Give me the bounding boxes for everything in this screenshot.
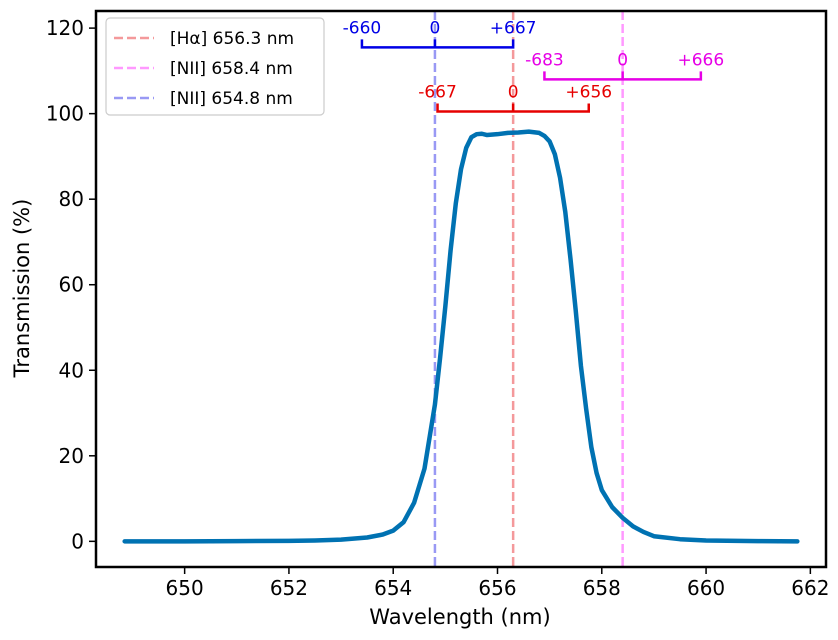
y-tick-label-100: 100	[46, 102, 84, 126]
bracket-label-0-0: -660	[343, 18, 382, 38]
x-tick-label-652: 652	[270, 576, 308, 600]
y-axis-title: Transmission (%)	[10, 199, 34, 379]
x-axis-title: Wavelength (nm)	[369, 605, 550, 629]
x-tick-label-658: 658	[583, 576, 621, 600]
bracket-label-2-0: -667	[418, 83, 457, 103]
legend-label-0: [Hα] 656.3 nm	[170, 29, 294, 49]
series-line-0	[122, 129, 800, 544]
y-tick-label-80: 80	[59, 187, 84, 211]
y-tick-label-40: 40	[59, 358, 84, 382]
bracket-label-2-1: 0	[508, 83, 519, 103]
bracket-label-1-1: 0	[617, 50, 628, 70]
x-tick-label-662: 662	[791, 576, 829, 600]
bracket-label-0-2: +667	[490, 18, 537, 38]
x-tick-label-654: 654	[374, 576, 412, 600]
bracket-label-0-1: 0	[430, 18, 441, 38]
axes: 650 652 654 656 658 660 662 0 20 40 60 80 100 120	[46, 9, 829, 600]
legend-box	[105, 17, 325, 116]
bracket-line-0	[360, 39, 515, 49]
y-tick-label-120: 120	[46, 16, 84, 40]
bracket-label-1-2: +666	[678, 50, 725, 70]
y-tick-label-60: 60	[59, 273, 84, 297]
x-tick-label-660: 660	[687, 576, 725, 600]
bracket-line-1	[543, 71, 703, 81]
plot-frame	[94, 9, 828, 569]
y-tick-label-0: 0	[71, 529, 84, 553]
bracket-1: -683 0 +666	[525, 50, 725, 81]
x-tick-label-656: 656	[478, 576, 516, 600]
legend-label-2: [NII] 654.8 nm	[170, 89, 293, 109]
bracket-0: -660 0 +667	[343, 18, 537, 49]
bracket-label-1-0: -683	[525, 50, 564, 70]
y-tick-label-20: 20	[59, 444, 84, 468]
legend: [Hα] 656.3 nm [NII] 658.4 nm [NII] 654.8 n…	[105, 17, 325, 116]
series-layer	[122, 129, 800, 544]
bracket-2: -667 0 +656	[418, 83, 612, 113]
bracket-label-2-2: +656	[565, 83, 612, 103]
x-tick-label-650: 650	[166, 576, 204, 600]
legend-label-1: [NII] 658.4 nm	[170, 59, 293, 79]
bracket-line-2	[436, 103, 590, 113]
velocity-brackets: -660 0 +667-683 0 +666-667 0 +656	[343, 18, 725, 113]
